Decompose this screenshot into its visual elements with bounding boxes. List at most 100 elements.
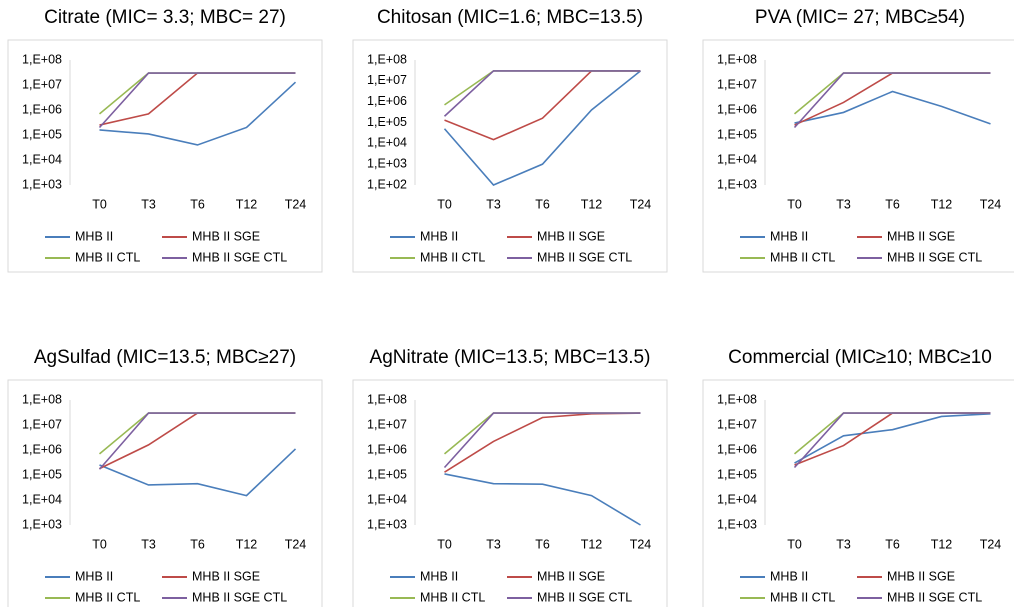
x-tick-label: T3 — [141, 197, 156, 211]
x-tick-label: T3 — [836, 197, 851, 211]
legend-label: MHB II SGE CTL — [537, 250, 632, 264]
legend-label: MHB II CTL — [770, 250, 835, 264]
x-tick-label: T12 — [236, 197, 258, 211]
legend-label: MHB II — [420, 229, 458, 243]
series-line — [444, 473, 641, 526]
x-tick-label: T24 — [980, 537, 1002, 551]
y-tick-label: 1,E+04 — [367, 492, 407, 506]
series-line — [98, 72, 296, 129]
panel: Chitosan (MIC=1.6; MBC=13.5) 1,E+02 1,E+03… — [352, 7, 668, 273]
chart-title: Chitosan (MIC=1.6; MBC=13.5) — [377, 7, 643, 28]
y-tick-label: 1,E+07 — [717, 77, 757, 91]
chart-title: Citrate (MIC= 3.3; MBC= 27) — [44, 7, 286, 28]
chart-title: AgSulfad (MIC=13.5; MBC≥27) — [34, 347, 296, 368]
legend-label: MHB II SGE — [192, 229, 260, 243]
legend-label: MHB II SGE CTL — [192, 250, 287, 264]
series-line — [443, 412, 641, 469]
series-line — [793, 72, 991, 115]
y-tick-label: 1,E+04 — [717, 492, 757, 506]
legend-label: MHB II CTL — [770, 590, 835, 604]
panel: PVA (MIC= 27; MBC≥54) 1,E+03 1,E+04 1,E+05 1… — [702, 7, 1014, 273]
x-tick-label: T0 — [787, 537, 802, 551]
panel: AgNitrate (MIC=13.5; MBC=13.5) 1,E+03 1,E+… — [352, 347, 668, 607]
x-tick-label: T24 — [980, 197, 1002, 211]
x-tick-label: T3 — [486, 537, 501, 551]
panel: AgSulfad (MIC=13.5; MBC≥27) 1,E+03 1,E+04 1… — [7, 347, 323, 607]
legend-label: MHB II — [770, 569, 808, 583]
legend-label: MHB II — [75, 569, 113, 583]
y-tick-label: 1,E+08 — [717, 392, 757, 406]
y-tick-label: 1,E+07 — [367, 73, 407, 87]
x-tick-label: T0 — [92, 537, 107, 551]
series-line — [443, 70, 641, 117]
legend-label: MHB II SGE CTL — [887, 590, 982, 604]
y-tick-label: 1,E+03 — [367, 156, 407, 170]
y-tick-label: 1,E+05 — [367, 467, 407, 481]
series-line — [443, 70, 641, 186]
legend-label: MHB II — [770, 229, 808, 243]
legend-label: MHB II CTL — [420, 590, 485, 604]
y-tick-label: 1,E+06 — [22, 442, 62, 456]
chart-title: PVA (MIC= 27; MBC≥54) — [755, 7, 965, 28]
y-tick-label: 1,E+05 — [22, 467, 62, 481]
series-line — [99, 81, 297, 146]
series-line — [98, 412, 296, 470]
x-tick-label: T24 — [285, 537, 307, 551]
y-tick-label: 1,E+03 — [22, 177, 62, 191]
y-tick-label: 1,E+03 — [717, 517, 757, 531]
chart-frame — [352, 39, 668, 273]
y-tick-label: 1,E+06 — [717, 102, 757, 116]
y-tick-label: 1,E+06 — [367, 442, 407, 456]
series-line — [794, 413, 991, 464]
x-tick-label: T6 — [535, 537, 550, 551]
series-line — [793, 412, 991, 469]
chart-title: AgNitrate (MIC=13.5; MBC=13.5) — [370, 347, 651, 368]
y-tick-label: 1,E+08 — [367, 392, 407, 406]
series-line — [99, 72, 296, 126]
x-tick-label: T6 — [535, 197, 550, 211]
x-tick-label: T3 — [836, 537, 851, 551]
y-tick-label: 1,E+03 — [367, 517, 407, 531]
legend-label: MHB II CTL — [420, 250, 485, 264]
series-line — [444, 70, 641, 106]
y-tick-label: 1,E+08 — [22, 52, 62, 66]
series-line — [98, 412, 296, 455]
legend-label: MHB II CTL — [75, 250, 140, 264]
y-tick-label: 1,E+08 — [22, 392, 62, 406]
chart-frame — [7, 379, 323, 607]
x-tick-label: T0 — [787, 197, 802, 211]
chart-frame — [702, 39, 1014, 273]
panel: Commercial (MIC≥10; MBC≥10 1,E+03 1,E+04 1,… — [702, 347, 1014, 607]
y-tick-label: 1,E+05 — [367, 115, 407, 129]
legend-label: MHB II SGE — [537, 229, 605, 243]
chart-frame — [702, 379, 1014, 607]
x-tick-label: T6 — [190, 197, 205, 211]
series-line — [794, 90, 991, 125]
series-line — [793, 412, 991, 455]
x-tick-label: T6 — [190, 537, 205, 551]
y-tick-label: 1,E+05 — [717, 467, 757, 481]
legend-label: MHB II SGE — [887, 569, 955, 583]
x-tick-label: T0 — [437, 197, 452, 211]
y-tick-label: 1,E+08 — [367, 52, 407, 66]
x-tick-label: T24 — [630, 197, 652, 211]
legend-label: MHB II SGE CTL — [887, 250, 982, 264]
series-line — [444, 412, 641, 473]
legend-label: MHB II — [75, 229, 113, 243]
series-line — [99, 412, 296, 470]
x-tick-label: T12 — [581, 537, 603, 551]
x-tick-label: T12 — [581, 197, 603, 211]
x-tick-label: T3 — [486, 197, 501, 211]
y-tick-label: 1,E+06 — [22, 102, 62, 116]
y-tick-label: 1,E+04 — [22, 152, 62, 166]
x-tick-label: T12 — [236, 537, 258, 551]
y-tick-label: 1,E+06 — [367, 94, 407, 108]
y-tick-label: 1,E+05 — [22, 127, 62, 141]
y-tick-label: 1,E+07 — [717, 417, 757, 431]
legend-label: MHB II CTL — [75, 590, 140, 604]
y-tick-label: 1,E+02 — [367, 177, 407, 191]
y-tick-label: 1,E+08 — [717, 52, 757, 66]
x-tick-label: T12 — [931, 197, 953, 211]
